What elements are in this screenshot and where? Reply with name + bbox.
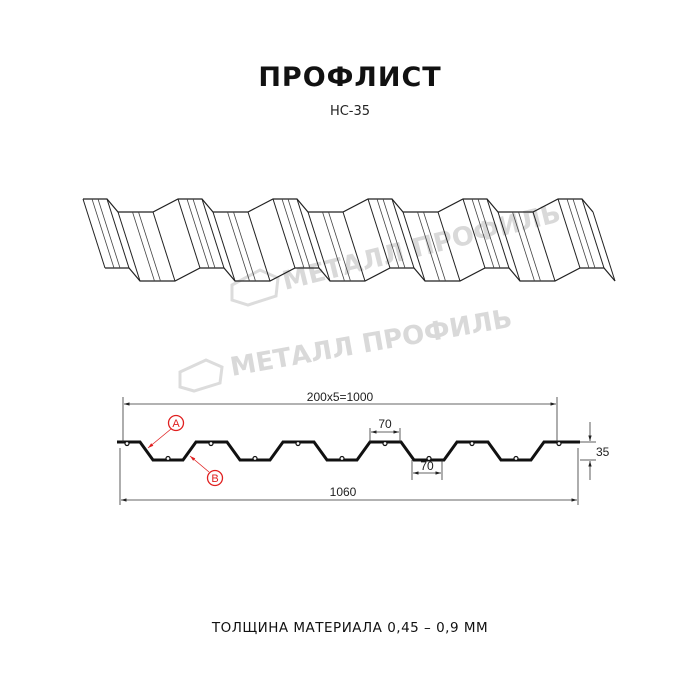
sheet-fold-line [247,211,271,282]
svg-text:B: B [211,473,218,485]
sheet-rib-line [423,211,446,282]
sheet-rib-line [227,211,250,282]
svg-text:A: A [172,418,180,430]
sheet-rib-line [417,211,440,282]
sheet-fold-line [212,211,236,282]
sheet-fold-line [437,211,461,282]
sheet-rib-line [322,211,345,282]
sheet-fold-line [177,198,201,269]
sheet-fold-line [342,211,366,282]
svg-text:200x5=1000: 200x5=1000 [307,390,374,404]
watermark-logo-2: МЕТАЛЛ ПРОФИЛЬ [178,304,514,393]
sheet-fold-line [117,211,141,282]
dimension-crest-70: 70 [369,417,401,442]
stiffener-rib [513,455,519,462]
sheet-rib-line [518,211,541,282]
sheet-fold-line [367,198,391,269]
svg-text:70: 70 [420,459,434,473]
sheet-rib-line [233,211,256,282]
sheet-rib-line [192,198,216,269]
stiffener-rib [339,455,345,462]
callout-a: A [147,414,185,449]
svg-text:МЕТАЛЛ ПРОФИЛЬ: МЕТАЛЛ ПРОФИЛЬ [279,199,563,297]
sheet-fold-line [82,198,106,269]
sheet-fold-line [272,198,296,269]
stiffener-rib [295,440,301,447]
profile-line [117,440,580,462]
isometric-sheet-view [82,198,616,282]
stiffener-rib [124,440,130,447]
sheet-fold-line [592,211,616,282]
cross-section-profile [117,440,580,462]
svg-text:35: 35 [596,445,610,459]
sheet-fold-line [201,198,225,269]
sheet-rib-line [97,198,121,269]
page-subtitle: НС-35 [329,104,371,119]
sheet-rib-line [132,211,155,282]
sheet-fold-line [296,198,320,269]
dimension-1000: 200x5=1000 [122,390,558,442]
sheet-rib-line [572,198,596,269]
sheet-fold-line [557,198,581,269]
sheet-fold-line [486,198,510,269]
sheet-fold-line [402,211,426,282]
stiffener-rib [426,455,432,462]
sheet-fold-line [581,198,605,269]
page-title: ПРОФЛИСТ [258,62,442,93]
dimension-height-35: 35 [580,422,610,480]
dimension-trough-70: 70 [411,459,443,480]
sheet-rib-line [566,198,590,269]
svg-text:МЕТАЛЛ ПРОФИЛЬ: МЕТАЛЛ ПРОФИЛЬ [228,304,514,383]
sheet-rib-line [138,211,161,282]
sheet-rib-line [477,198,501,269]
watermark-logo-1: МЕТАЛЛ ПРОФИЛЬ [230,199,564,307]
callout-b: B [189,455,224,487]
stiffener-rib [165,455,171,462]
sheet-rib-line [471,198,495,269]
sheet-rib-line [376,198,400,269]
sheet-rib-line [186,198,210,269]
stiffener-rib [556,440,562,447]
sheet-rib-line [287,198,311,269]
sheet-fold-line [307,211,331,282]
stiffener-rib [252,455,258,462]
stiffener-rib [382,440,388,447]
stiffener-rib [208,440,214,447]
svg-text:70: 70 [378,417,392,431]
sheet-fold-line [106,198,130,269]
dimension-1060: 1060 [119,448,579,505]
svg-text:1060: 1060 [330,485,357,499]
sheet-fold-line [391,198,415,269]
stiffener-rib [469,440,475,447]
sheet-fold-line [152,211,176,282]
sheet-rib-line [91,198,115,269]
sheet-fold-line [462,198,486,269]
sheet-fold-line [497,211,521,282]
sheet-rib-line [382,198,406,269]
sheet-rib-line [328,211,351,282]
material-thickness-note: ТОЛЩИНА МАТЕРИАЛА 0,45 – 0,9 ММ [211,620,489,636]
sheet-fold-line [532,211,556,282]
sheet-rib-line [512,211,535,282]
sheet-rib-line [281,198,305,269]
